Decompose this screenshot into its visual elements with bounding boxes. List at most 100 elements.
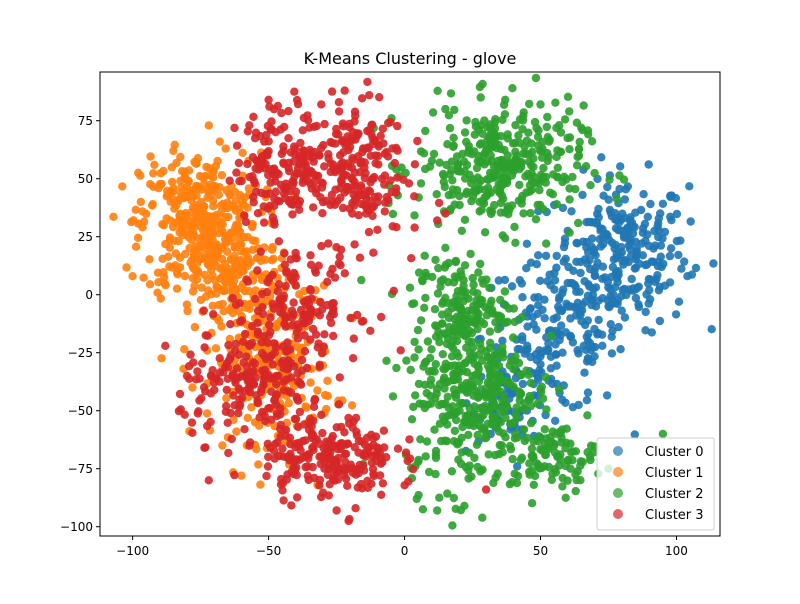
data-point [522, 366, 531, 375]
data-point [460, 359, 469, 368]
data-point [460, 501, 469, 510]
data-point [230, 401, 239, 410]
data-point [537, 153, 547, 162]
data-point [636, 205, 646, 215]
data-point [375, 471, 385, 480]
data-point [643, 212, 652, 221]
data-point [603, 278, 613, 287]
data-point [308, 443, 317, 452]
data-point [170, 218, 180, 227]
data-point [576, 457, 586, 466]
data-point [421, 164, 430, 174]
data-point [620, 256, 630, 265]
data-point [434, 198, 444, 208]
data-point [587, 234, 597, 243]
data-point [611, 209, 620, 218]
data-point [525, 187, 534, 196]
data-point [472, 440, 482, 449]
data-point [294, 422, 303, 432]
data-point [476, 139, 486, 148]
data-point [501, 301, 510, 310]
data-point [265, 320, 274, 330]
data-point [409, 402, 418, 412]
data-point [264, 95, 273, 105]
data-point [335, 252, 344, 261]
data-point [431, 450, 441, 460]
data-point [666, 244, 676, 253]
data-point [267, 256, 277, 265]
data-point [500, 287, 510, 296]
data-point [525, 391, 534, 401]
data-point [289, 142, 299, 151]
data-point [160, 279, 169, 288]
data-point [231, 378, 240, 387]
data-point [230, 223, 240, 233]
data-point [235, 177, 244, 186]
data-point [674, 250, 683, 260]
data-point [536, 360, 545, 369]
data-point [561, 493, 570, 502]
data-point [607, 349, 617, 358]
data-point [474, 377, 484, 386]
data-point [218, 441, 227, 450]
data-point [403, 456, 412, 466]
data-point [244, 184, 253, 193]
data-point [428, 108, 438, 117]
data-point [251, 373, 260, 382]
data-point [284, 106, 293, 116]
data-point [392, 363, 401, 373]
data-point [439, 400, 448, 409]
data-point [303, 111, 312, 120]
data-point [499, 407, 508, 416]
data-point [517, 313, 527, 322]
data-point [296, 378, 305, 388]
data-point [190, 157, 199, 167]
data-point [464, 306, 473, 316]
data-point [314, 261, 323, 270]
data-point [628, 286, 637, 295]
data-point [180, 345, 189, 354]
data-point [310, 147, 319, 157]
plot-frame [99, 71, 721, 537]
data-point [424, 467, 434, 477]
data-point [161, 341, 170, 350]
data-point [533, 399, 542, 408]
data-point [526, 401, 535, 411]
data-point [369, 248, 378, 257]
data-point [275, 307, 285, 317]
data-point [640, 219, 650, 229]
data-point [379, 426, 389, 435]
data-point [288, 321, 297, 330]
data-point [190, 322, 200, 332]
data-point [298, 178, 307, 187]
data-point [563, 278, 572, 288]
data-point [460, 261, 470, 270]
data-point [234, 409, 243, 418]
data-point [545, 135, 554, 144]
data-point [414, 490, 423, 500]
data-point [146, 152, 155, 161]
data-point [473, 362, 483, 371]
y-tick-label: −25 [68, 346, 93, 360]
data-point [464, 141, 473, 151]
data-point [507, 478, 517, 487]
data-point [274, 280, 284, 289]
data-point [184, 362, 194, 371]
data-point [585, 255, 594, 265]
data-point [444, 313, 454, 323]
data-point [291, 414, 301, 424]
x-axis: −100 −50 0 50 100 [116, 536, 688, 558]
data-point [278, 486, 287, 495]
data-point [359, 451, 368, 460]
data-point [188, 383, 197, 392]
data-point [554, 385, 564, 394]
data-point [562, 438, 571, 447]
data-point [427, 399, 436, 408]
data-point [236, 236, 245, 245]
data-point [509, 304, 518, 313]
data-point [232, 141, 242, 150]
data-point [213, 283, 222, 293]
data-point [182, 300, 192, 309]
data-point [691, 263, 701, 273]
legend-marker [613, 467, 623, 477]
